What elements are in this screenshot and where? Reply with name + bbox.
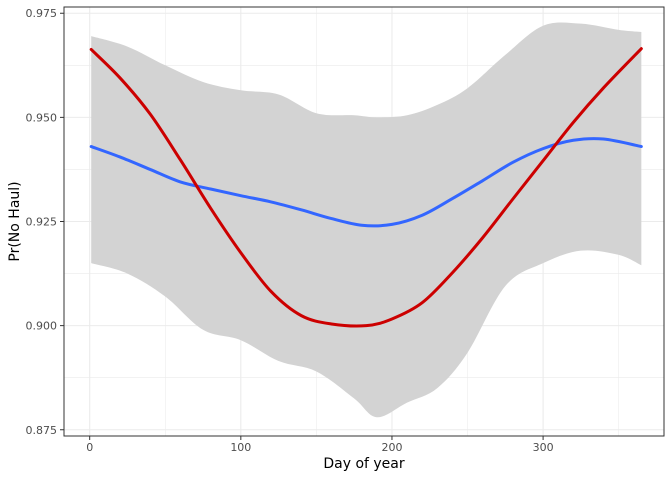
y-axis-ticks: 0.875 0.900 0.925 0.950 0.975 <box>26 7 64 437</box>
series-layer <box>89 47 643 328</box>
x-tick-label: 100 <box>230 441 251 454</box>
x-axis-ticks: 0 100 200 300 <box>86 436 554 454</box>
x-tick-label: 300 <box>533 441 554 454</box>
y-axis-title: Pr(No Haul) <box>7 181 23 261</box>
y-tick-label: 0.975 <box>26 7 58 20</box>
x-tick-label: 200 <box>381 441 402 454</box>
series-line-1 <box>89 137 643 228</box>
confidence-ribbon <box>91 22 642 418</box>
y-tick-label: 0.925 <box>26 216 58 229</box>
x-axis-title: Day of year <box>323 456 405 472</box>
y-tick-label: 0.875 <box>26 424 58 437</box>
y-tick-label: 0.950 <box>26 111 58 124</box>
y-tick-label: 0.900 <box>26 320 58 333</box>
confidence-ribbon-layer <box>91 22 642 418</box>
series-line-2 <box>89 47 643 328</box>
x-tick-label: 0 <box>86 441 93 454</box>
